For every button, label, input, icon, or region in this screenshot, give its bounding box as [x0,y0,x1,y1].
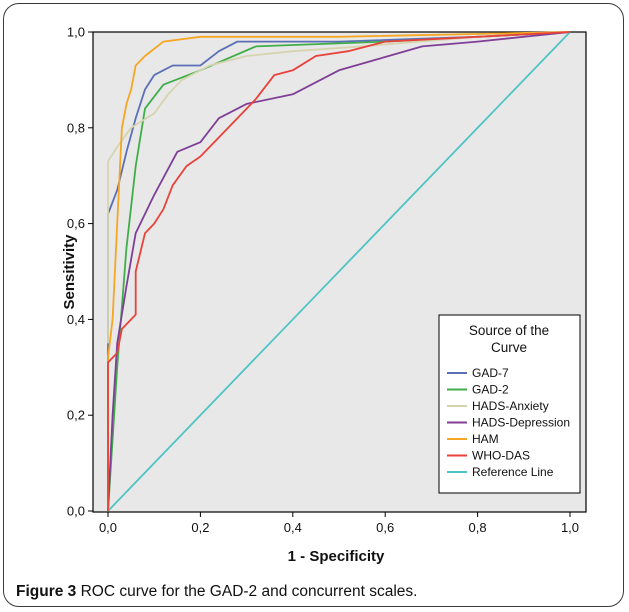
figure-caption: Figure 3 ROC curve for the GAD-2 and con… [16,583,417,601]
y-tick-label: 0,0 [67,504,85,519]
x-tick-label: 0,4 [284,520,302,535]
legend-title-line1: Source of the [469,323,549,338]
y-tick-label: 0,4 [67,312,85,327]
x-tick-label: 0,8 [469,520,487,535]
legend-label: GAD-7 [472,366,509,380]
y-axis-title: Sensitivity [61,234,78,310]
legend-label: WHO-DAS [472,449,530,463]
legend-label: HAM [472,432,499,446]
series-line-who-das [107,31,571,511]
x-tick-label: 0,0 [99,520,117,535]
series-layer [107,31,571,512]
x-tick-label: 1,0 [561,520,579,535]
series-line-hads-depression [107,31,571,512]
legend-box [438,314,581,494]
y-tick-label: 1,0 [67,25,85,40]
x-tick-label: 0,6 [376,520,394,535]
figure-label: Figure 3 [16,583,77,600]
y-tick-label: 0,6 [67,216,85,231]
x-tick-label: 0,2 [191,520,209,535]
legend-label: HADS-Depression [472,416,570,430]
legend-title-line2: Curve [491,340,527,355]
legend-items: GAD-7 GAD-2 HADS-Anxiety HADS-Depression HAM… [447,366,570,479]
legend-label: GAD-2 [472,383,509,397]
y-tick-label: 0,2 [67,408,85,423]
caption-text: ROC curve for the GAD-2 and concurrent s… [76,583,418,600]
series-line-hads-anxiety [107,31,571,344]
series-line-ham [107,31,571,511]
series-line-reference-line [107,31,571,512]
ticks-layer: 0,0 0,2 0,4 0,6 0,8 1,0 0,0 0,2 0,4 0,6 0,8 1,0 [67,25,579,536]
legend-label: Reference Line [472,465,554,479]
legend-label: HADS-Anxiety [472,399,549,413]
y-tick-label: 0,8 [67,120,85,135]
x-axis-title: 1 - Specificity [288,548,385,565]
series-line-gad-2 [107,31,571,512]
legend: Source of the Curve GAD-7 GAD-2 HADS-Anxie… [438,314,581,494]
